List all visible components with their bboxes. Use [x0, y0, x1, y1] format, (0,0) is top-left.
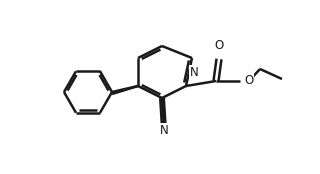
Text: O: O: [214, 39, 224, 52]
Text: N: N: [160, 124, 168, 137]
Text: N: N: [190, 66, 198, 79]
Text: O: O: [244, 74, 253, 88]
